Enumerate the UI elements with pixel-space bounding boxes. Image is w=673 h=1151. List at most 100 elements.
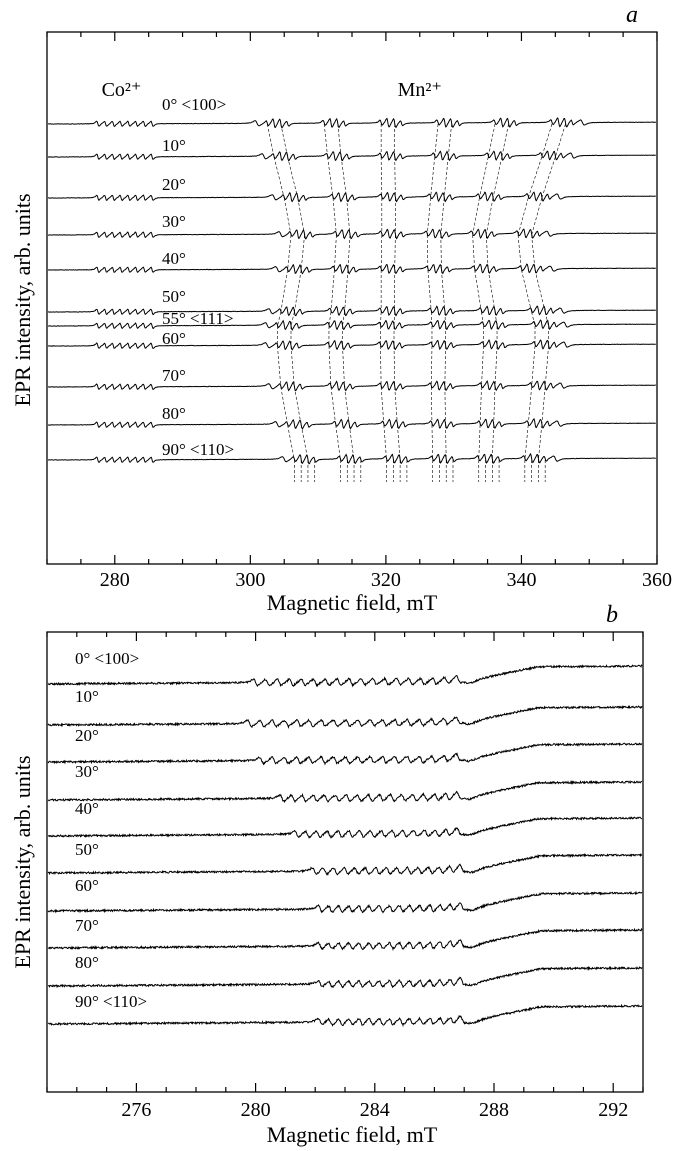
panel-a-guide-line	[531, 234, 536, 271]
panel-b-trace-label: 70°	[75, 916, 99, 935]
panel-a-guide-line	[431, 386, 433, 426]
panel-a-guide-line	[394, 386, 398, 426]
panel-a-guide-line	[342, 345, 345, 388]
panel-a-trace-label: 70°	[162, 366, 186, 385]
panel-a-ion-label: Mn²⁺	[398, 79, 442, 101]
panel-b-x-tick-label: 292	[598, 1099, 628, 1121]
panel-b: 0° <100> 10° 20° 30° 40° 50° 60° 70° 80° 90° <110…	[10, 602, 644, 1147]
panel-a-guide-line	[394, 156, 396, 199]
panel-a-guide-line	[447, 123, 452, 158]
panel-a-guide-line	[347, 234, 351, 271]
panel-a-x-tick-labels: 280 300 320 340 360	[100, 569, 672, 591]
panel-a-trace-labels: 0° <100> 10° 20° 30° 40° 50° 55° <111>60° 70° 80…	[162, 95, 234, 459]
panel-a-guide-lines	[266, 123, 566, 482]
panel-a-guide-line	[531, 345, 536, 388]
panel-a-trace-label: 60°	[162, 329, 186, 348]
panel-a-guide-line	[297, 197, 305, 236]
panel-a-guide-line	[290, 311, 295, 327]
panel-a-x-tick-label: 320	[371, 569, 401, 591]
panel-a-guide-line	[280, 386, 288, 426]
panel-a-guide-line	[517, 234, 522, 271]
panel-a-guide-line	[380, 386, 385, 426]
panel-a-x-tick-label: 280	[100, 569, 130, 591]
panel-a-trace	[47, 452, 656, 465]
panel-b-trace	[47, 779, 643, 804]
panel-a-guide-line	[541, 123, 553, 158]
panel-b-x-ticks	[46, 632, 644, 1092]
panel-a-guide-line	[380, 156, 383, 199]
panel-a-guide-line	[346, 197, 351, 236]
panel-a-guide-line	[531, 197, 543, 236]
panel-a-x-tick-label: 360	[642, 569, 672, 591]
panel-a-guide-line	[431, 345, 433, 388]
panel-a-trace-label: 80°	[162, 404, 186, 423]
panel-a-traces	[47, 117, 657, 465]
panel-a-guide-line	[334, 234, 337, 271]
panel-a-guide-line	[323, 123, 328, 158]
panel-a-guide-line	[479, 156, 489, 199]
panel-b-x-axis-title: Magnetic field, mT	[267, 1122, 438, 1147]
panel-a-guide-line	[287, 156, 299, 199]
panel-b-trace-label: 80°	[75, 953, 99, 972]
panel-a-guide-line	[541, 156, 556, 199]
panel-a-guide-line	[440, 234, 442, 271]
panel-a-guide-line	[266, 123, 275, 158]
panel-b-trace	[47, 890, 643, 914]
panel-a-x-tick-label: 340	[506, 569, 536, 591]
panel-a-guide-line	[330, 269, 335, 313]
panel-a-guide-line	[335, 424, 341, 461]
panel-a-x-axis-title: Magnetic field, mT	[267, 590, 438, 615]
panel-a-guide-line	[521, 269, 532, 313]
panel-a-guide-line	[344, 386, 350, 426]
panel-b-trace	[47, 816, 643, 839]
panel-a-guide-line	[277, 311, 282, 327]
panel-b-trace	[47, 965, 643, 989]
panel-a-guide-line	[434, 123, 439, 158]
panel-a-trace-label: 50°	[162, 287, 186, 306]
panel-a-guide-line	[538, 424, 543, 461]
panel-a-guide-line	[445, 424, 447, 461]
panel-a-guide-line	[527, 156, 543, 199]
panel-a-guide-line	[493, 386, 496, 426]
panel-a-guide-line	[277, 345, 282, 388]
panel-a-guide-line	[287, 424, 295, 461]
panel-b-trace	[47, 1003, 643, 1028]
panel-a-guide-line	[494, 345, 498, 388]
panel-a-guide-line	[487, 269, 496, 313]
panel-b-trace	[47, 742, 643, 766]
panel-b-trace	[47, 927, 643, 952]
panel-a-guide-line	[294, 269, 302, 313]
panel-a-trace	[47, 417, 656, 430]
panel-a-guide-line	[481, 345, 484, 388]
panel-a-guide-line	[441, 269, 446, 313]
panel-b-trace	[47, 664, 643, 688]
panel-a-guide-line	[300, 424, 309, 461]
panel-a-guide-line	[283, 197, 292, 236]
panel-a-guide-line	[348, 424, 355, 461]
panel-a-guide-line	[492, 424, 494, 461]
panel-a-guide-line	[393, 345, 395, 388]
panel-a-guide-line	[394, 234, 396, 271]
panel-a-guide-line	[472, 197, 480, 236]
panel-b-trace-label: 20°	[75, 726, 99, 745]
panel-b-x-tick-label: 276	[121, 1099, 151, 1121]
panel-a-x-ticks	[46, 32, 658, 564]
panel-a-trace-label: 30°	[162, 212, 186, 231]
panel-a-trace	[47, 319, 656, 331]
panel-a-guide-line	[330, 386, 337, 426]
panel-a-trace	[47, 228, 656, 240]
panel-a-guide-line	[344, 269, 349, 313]
panel-a-trace	[47, 150, 656, 162]
panel-a-trace-label: 10°	[162, 136, 186, 155]
panel-a-ion-labels: Co²⁺ Mn²⁺	[102, 79, 442, 101]
panel-a-guide-line	[555, 123, 566, 158]
panel-a-guide-line	[478, 424, 481, 461]
panel-a-guide-line	[426, 197, 431, 236]
panel-b-letter: b	[606, 602, 618, 628]
panel-a-y-axis-title: EPR intensity, arb. units	[10, 193, 35, 406]
panel-b-trace-label: 10°	[75, 687, 99, 706]
panel-a-guide-line	[534, 269, 546, 313]
panel-a-guide-line	[444, 386, 446, 426]
panel-a-guide-line	[328, 345, 332, 388]
